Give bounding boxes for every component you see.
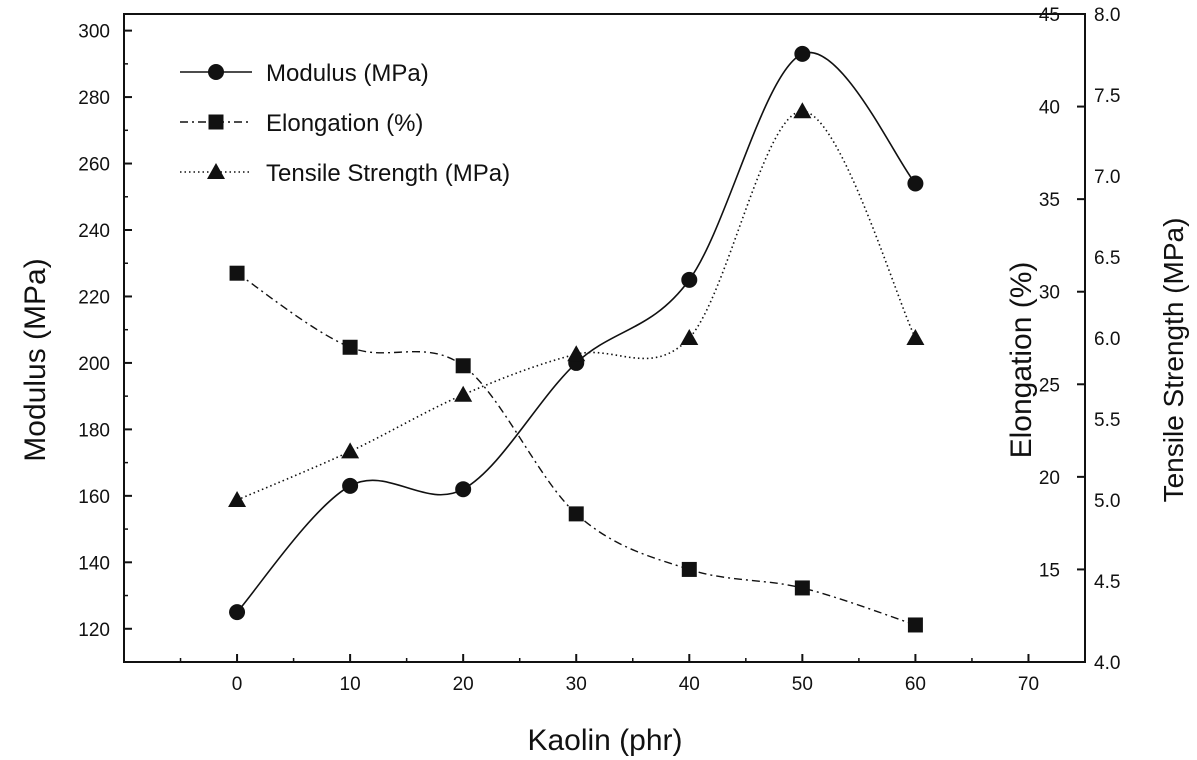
legend-marker-square — [208, 114, 224, 130]
x-tick-label: 10 — [340, 674, 361, 695]
legend: Modulus (MPa) Elongation (%) Tensile Stren… — [180, 60, 510, 187]
data-point-circle — [342, 477, 359, 494]
right-inner-tick-label: 40 — [1039, 98, 1060, 119]
legend-marker-circle — [208, 64, 224, 80]
series-line-square — [236, 272, 916, 626]
left-tick-label: 120 — [78, 620, 110, 641]
left-tick-label: 180 — [78, 420, 110, 441]
series-markers — [228, 45, 925, 633]
data-point-circle — [455, 481, 472, 498]
right-outer-tick-label: 5.5 — [1094, 410, 1120, 431]
data-point-circle — [907, 175, 924, 192]
right-inner-tick-label: 30 — [1039, 283, 1060, 304]
right-inner-tick-label: 15 — [1039, 560, 1060, 581]
data-point-triangle — [228, 491, 247, 507]
right-outer-tick-label: 5.0 — [1094, 491, 1120, 512]
x-axis-ticks: 0 10 20 30 40 50 60 70 — [179, 654, 1039, 695]
data-point-circle — [229, 604, 246, 621]
legend-label: Tensile Strength (MPa) — [266, 160, 510, 187]
x-tick-label: 30 — [566, 674, 587, 695]
right-inner-tick-label: 25 — [1039, 375, 1060, 396]
data-point-square — [794, 580, 810, 596]
left-tick-label: 280 — [78, 88, 110, 109]
right-inner-tick-label: 20 — [1039, 468, 1060, 489]
x-tick-label: 60 — [905, 674, 926, 695]
legend-label: Modulus (MPa) — [266, 60, 429, 87]
right-inner-tick-label: 35 — [1039, 190, 1060, 211]
x-tick-label: 0 — [232, 674, 243, 695]
data-point-square — [568, 506, 584, 522]
right-outer-tick-label: 7.0 — [1094, 167, 1120, 188]
data-point-square — [229, 265, 245, 281]
right-axis-ticks: 15 20 25 30 35 40 45 4.0 4.5 5.0 5.5 6.0 6.5 7.0 7.5 8.… — [1039, 5, 1121, 674]
data-point-triangle — [341, 442, 360, 459]
right-outer-tick-label: 7.5 — [1094, 86, 1120, 107]
left-tick-label: 240 — [78, 221, 110, 242]
x-tick-label: 20 — [453, 674, 474, 695]
data-point-square — [342, 339, 358, 355]
plot-border — [123, 13, 1086, 663]
left-tick-label: 220 — [78, 287, 110, 308]
x-axis-label: Kaolin (phr) — [527, 724, 682, 757]
left-tick-label: 260 — [78, 155, 110, 176]
data-point-square — [681, 561, 697, 577]
data-point-triangle — [680, 329, 699, 345]
data-point-circle — [681, 271, 698, 288]
right-outer-tick-label: 4.0 — [1094, 653, 1120, 674]
x-tick-label: 40 — [679, 674, 700, 695]
right-inner-tick-label: 45 — [1039, 5, 1060, 26]
right-outer-tick-label: 4.5 — [1094, 572, 1120, 593]
plot-frame — [123, 13, 1086, 663]
data-point-triangle — [454, 385, 473, 402]
data-point-triangle — [567, 345, 586, 362]
data-point-circle — [794, 45, 811, 62]
series-lines — [236, 51, 917, 626]
left-tick-label: 200 — [78, 354, 110, 375]
x-tick-label: 50 — [792, 674, 813, 695]
left-tick-label: 140 — [78, 553, 110, 574]
left-tick-label: 300 — [78, 22, 110, 43]
data-point-triangle — [793, 102, 812, 119]
legend-marker-triangle — [207, 163, 225, 179]
data-point-square — [907, 617, 923, 633]
right-inner-axis-label: Elongation (%) — [1005, 262, 1038, 459]
left-axis-label: Modulus (MPa) — [19, 258, 52, 461]
x-tick-label: 70 — [1018, 674, 1039, 695]
left-axis-ticks: 120 140 160 180 200 220 240 260 280 300 — [78, 22, 132, 641]
left-tick-label: 160 — [78, 487, 110, 508]
data-point-triangle — [906, 329, 925, 345]
right-outer-tick-label: 6.5 — [1094, 248, 1120, 269]
legend-label: Elongation (%) — [266, 110, 423, 137]
right-outer-tick-label: 8.0 — [1094, 5, 1120, 26]
right-outer-axis-label: Tensile Strength (MPa) — [1158, 218, 1189, 503]
right-outer-tick-label: 6.0 — [1094, 329, 1120, 350]
data-point-square — [455, 358, 471, 374]
